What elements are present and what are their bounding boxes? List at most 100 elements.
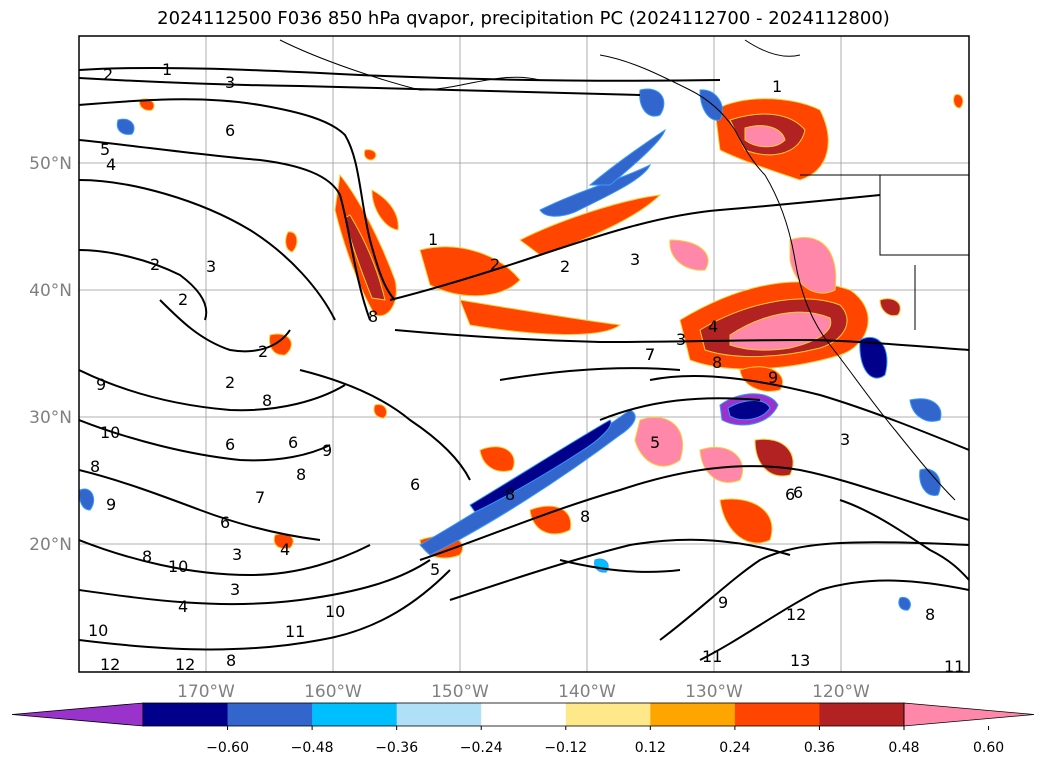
contour-label: 8	[712, 353, 722, 372]
contour-label: 2	[258, 342, 268, 361]
contour-label: 4	[280, 540, 290, 559]
contour-label: 10	[325, 602, 345, 621]
contour-label: 9	[322, 441, 332, 460]
contour-label: 2	[490, 255, 500, 274]
contour-label: 6	[410, 475, 420, 494]
contour-label: 2	[150, 255, 160, 274]
colorbar-frame	[142, 702, 905, 727]
contour-label: 13	[790, 651, 810, 670]
contour-label: 8	[226, 651, 236, 670]
contour-label: 6	[793, 483, 803, 502]
contour-label: 9	[768, 368, 778, 387]
lon-label-130w: 130°W	[685, 682, 743, 702]
colorbar-segment	[312, 703, 398, 726]
contour-label: 11	[702, 647, 722, 666]
contour-label: 1	[772, 77, 782, 96]
lon-label-160w: 160°W	[304, 682, 362, 702]
contour-label: 4	[708, 317, 718, 336]
qvapor-contours	[79, 66, 969, 661]
map-title: 2024112500 F036 850 hPa qvapor, precipit…	[157, 8, 890, 29]
contour-label: 2	[178, 290, 188, 309]
contour-label: 11	[285, 622, 305, 641]
contour-label: 10	[168, 557, 188, 576]
colorbar-extend-high	[903, 702, 1035, 727]
contour-label: 8	[505, 485, 515, 504]
colorbar-segment	[143, 703, 229, 726]
latitude-labels: 50°N 40°N 30°N 20°N	[29, 154, 72, 555]
colorbar-segment	[565, 703, 651, 726]
contour-label: 6	[225, 121, 235, 140]
contour-label: 8	[580, 507, 590, 526]
contour-label: 3	[230, 580, 240, 599]
contour-label: 7	[255, 488, 265, 507]
colorbar-segment	[227, 703, 313, 726]
colorbar-extend-low	[11, 702, 144, 727]
colorbar-tick-label: −0.12	[544, 740, 587, 756]
contour-label: 12	[786, 605, 806, 624]
lon-label-120w: 120°W	[812, 682, 870, 702]
precip-negative-anomalies	[79, 88, 942, 611]
contour-label: 10	[100, 423, 120, 442]
contour-label: 7	[645, 345, 655, 364]
contour-label: 3	[840, 430, 850, 449]
contour-label: 9	[718, 593, 728, 612]
contour-label: 12	[100, 655, 120, 674]
contour-label: 6	[220, 513, 230, 532]
colorbar-tick-label: 0.24	[719, 740, 750, 756]
colorbar: −0.60 −0.48 −0.36 −0.24 −0.12 0.12 0.24 0.36 0.4…	[11, 702, 1035, 756]
longitude-labels: 170°W 160°W 150°W 140°W 130°W 120°W	[177, 682, 870, 702]
colorbar-tick-label: 0.36	[804, 740, 835, 756]
lon-label-140w: 140°W	[558, 682, 616, 702]
contour-label: 6	[288, 433, 298, 452]
colorbar-tick-label: −0.60	[206, 740, 249, 756]
colorbar-tick-label: −0.48	[291, 740, 334, 756]
colorbar-segment	[734, 703, 820, 726]
contour-label: 3	[630, 250, 640, 269]
colorbar-tick-label: 0.60	[973, 740, 1004, 756]
contour-label: 3	[676, 330, 686, 349]
contour-label: 9	[96, 375, 106, 394]
contour-label: 8	[142, 547, 152, 566]
contour-label: 2	[103, 65, 113, 84]
colorbar-segment	[481, 703, 567, 726]
colorbar-tick-label: 0.48	[888, 740, 919, 756]
contour-label: 8	[296, 465, 306, 484]
contour-label: 7	[645, 345, 655, 364]
contour-label: 12	[175, 655, 195, 674]
contour-label: 3	[232, 545, 242, 564]
lat-label-40n: 40°N	[29, 281, 72, 301]
contour-label: 6	[785, 485, 795, 504]
contour-label: 3	[225, 73, 235, 92]
contour-label: 3	[206, 257, 216, 276]
contour-label: 6	[225, 435, 235, 454]
contour-label: 4	[178, 597, 188, 616]
colorbar-segment	[396, 703, 482, 726]
contour-label: 5	[650, 433, 660, 452]
contour-label: 1	[428, 230, 438, 249]
contour-label: 8	[368, 307, 378, 326]
lat-label-30n: 30°N	[29, 408, 72, 428]
contour-label: 4	[106, 155, 116, 174]
lon-label-170w: 170°W	[177, 682, 235, 702]
contour-label: 1	[162, 60, 172, 79]
contour-label: 2	[225, 373, 235, 392]
contour-label: 9	[106, 495, 116, 514]
contour-label: 11	[944, 657, 964, 676]
contour-label: 8	[262, 391, 272, 410]
contour-labels: 1 2 3 6 5 4 2 3 2 2 2 9 10 8 6 6 7 8 9 9…	[88, 60, 964, 676]
lat-label-20n: 20°N	[29, 535, 72, 555]
colorbar-segment	[819, 703, 905, 726]
lon-label-150w: 150°W	[431, 682, 489, 702]
lat-label-50n: 50°N	[29, 154, 72, 174]
contour-label: 10	[88, 621, 108, 640]
colorbar-tick-label: 0.12	[635, 740, 666, 756]
colorbar-tick-label: −0.24	[460, 740, 503, 756]
map-frame	[78, 35, 970, 673]
contour-label: 5	[430, 560, 440, 579]
contour-label: 2	[560, 257, 570, 276]
contour-label: 8	[925, 605, 935, 624]
colorbar-tick-label: −0.36	[375, 740, 418, 756]
colorbar-segment	[650, 703, 736, 726]
contour-label: 5	[100, 140, 110, 159]
